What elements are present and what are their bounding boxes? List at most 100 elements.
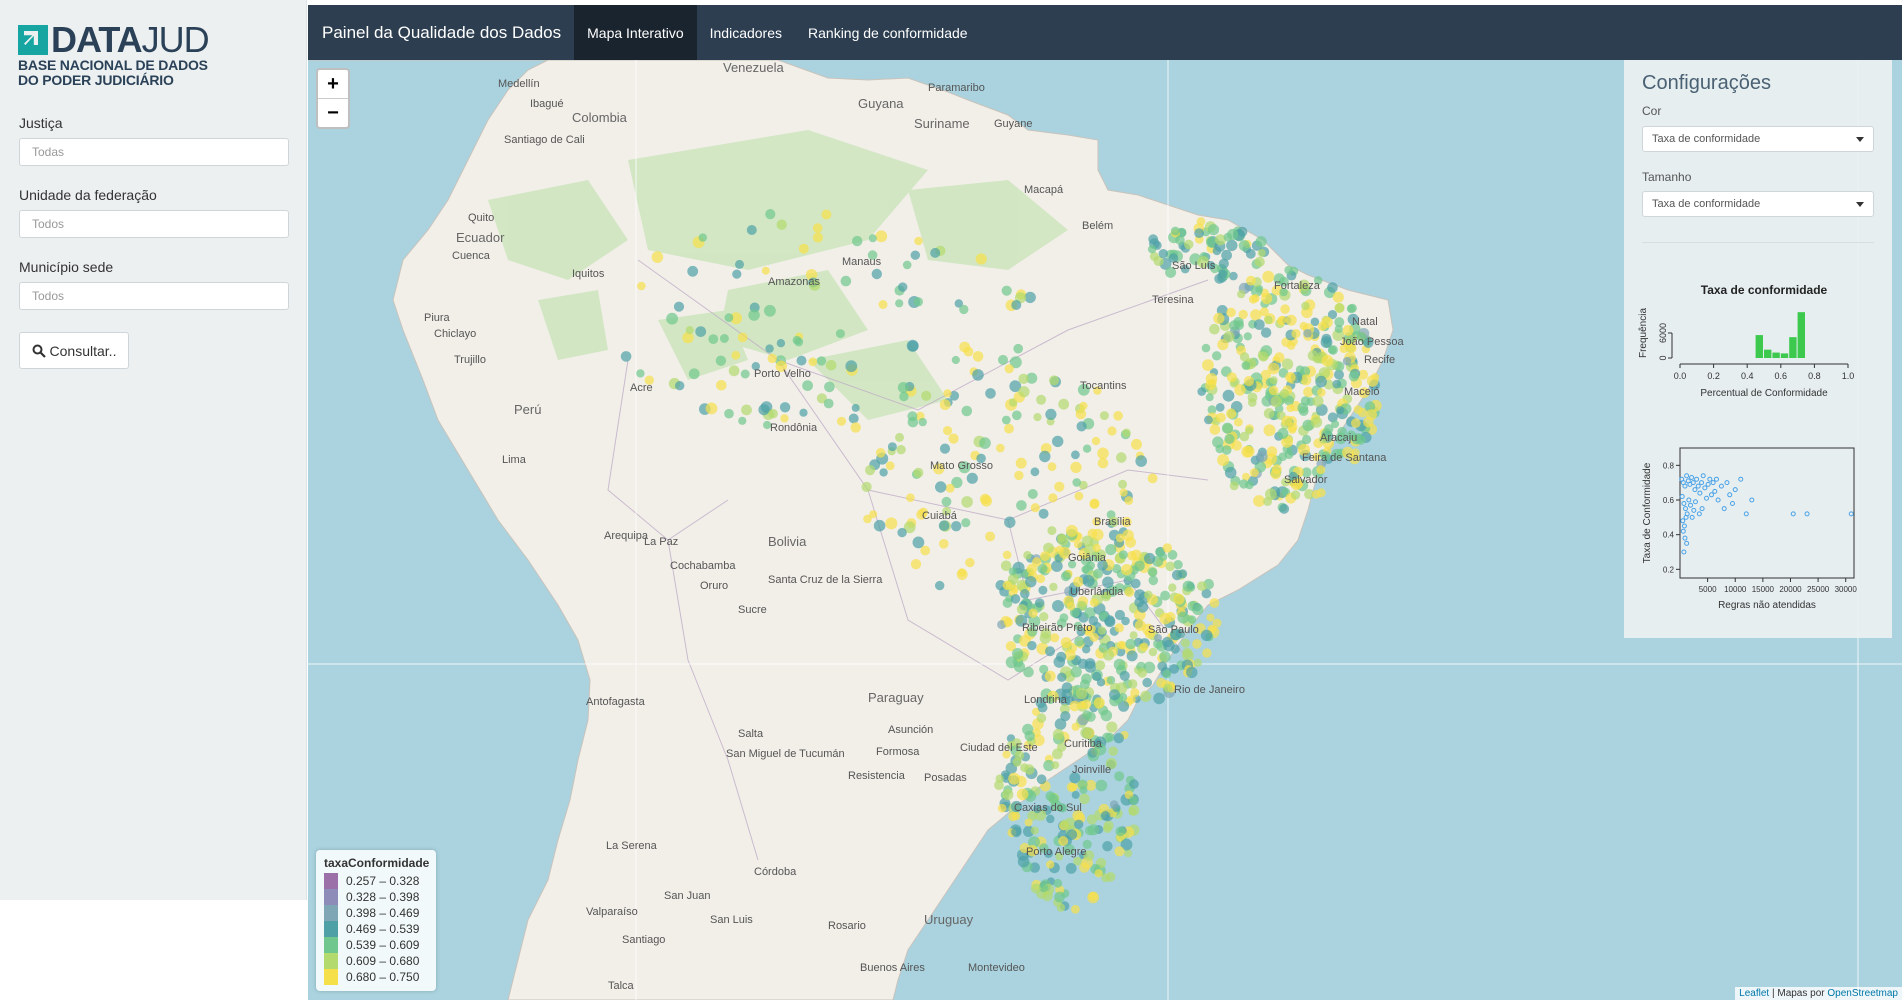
municipality-marker [1033, 734, 1045, 747]
municipality-marker [887, 442, 897, 452]
uf-select[interactable]: Todos [19, 210, 289, 238]
municipality-marker [836, 416, 847, 426]
zoom-out-button[interactable]: − [318, 98, 348, 127]
legend-item: 0.469 – 0.539 [324, 921, 428, 937]
municipality-marker [895, 299, 904, 308]
municipality-marker [867, 250, 878, 260]
city-label: Antofagasta [586, 696, 645, 708]
histogram-bar [1755, 335, 1763, 358]
municipality-marker [1257, 249, 1266, 257]
municipality-marker [863, 514, 872, 524]
municipality-marker [1114, 846, 1125, 857]
municipality-marker [1015, 614, 1028, 627]
municipality-marker [1209, 424, 1221, 435]
tab-indicadores[interactable]: Indicadores [709, 24, 783, 41]
municipality-marker [954, 299, 963, 308]
municipio-select[interactable]: Todos [19, 282, 289, 310]
justica-select[interactable]: Todas [19, 138, 289, 166]
city-label: Recife [1364, 354, 1396, 366]
scatter-point [1690, 480, 1696, 486]
map-canvas[interactable] [308, 60, 1902, 1000]
scatter-point [1712, 488, 1718, 494]
municipality-marker [1016, 500, 1027, 511]
municipality-marker [1063, 595, 1074, 607]
city-label: Aracaju [1320, 432, 1358, 444]
municipality-marker [1009, 380, 1022, 393]
scatter-point [1699, 506, 1705, 512]
municipality-marker [1154, 633, 1162, 642]
municipality-markers[interactable] [620, 209, 1382, 914]
scatter-point [1699, 480, 1705, 486]
municipality-marker [730, 312, 743, 325]
tamanho-select[interactable]: Taxa de conformidade [1642, 191, 1874, 217]
leaflet-link[interactable]: Leaflet [1739, 988, 1770, 999]
municipality-marker [1285, 314, 1297, 326]
municipality-marker [1004, 516, 1016, 528]
municipality-marker [1070, 666, 1082, 678]
scatter-point [1804, 511, 1810, 517]
municipality-marker [972, 351, 984, 362]
tab-mapa-interativo[interactable]: Mapa Interativo [574, 5, 697, 60]
city-label: Santiago [622, 934, 666, 946]
municipality-marker [1290, 490, 1301, 500]
osm-link[interactable]: OpenStreetmap [1827, 988, 1898, 999]
tab-ranking[interactable]: Ranking de conformidade [808, 24, 968, 41]
municipality-marker [1286, 404, 1295, 413]
municipality-marker [1302, 434, 1312, 445]
municipality-marker [1115, 533, 1125, 543]
municipality-marker [961, 405, 973, 417]
municipality-marker [799, 408, 808, 417]
municipality-marker [1118, 550, 1128, 560]
municipality-marker [1102, 576, 1114, 589]
municipality-marker [1080, 727, 1092, 739]
city-label: Medellín [498, 78, 540, 90]
municipality-marker [1040, 628, 1052, 639]
city-label: Maceió [1344, 386, 1380, 398]
municipality-marker [1212, 436, 1224, 448]
municipality-marker [1092, 517, 1101, 526]
municipality-marker [1316, 465, 1326, 475]
municipality-marker [1121, 616, 1130, 626]
municipality-marker [1093, 697, 1105, 709]
municipality-marker [1101, 591, 1111, 602]
municipality-marker [1118, 479, 1128, 489]
municipality-marker [1311, 490, 1321, 499]
map-legend: taxaConformidade 0.257 – 0.328 0.328 – 0.… [316, 850, 436, 991]
municipality-marker [1095, 779, 1108, 792]
municipality-marker [1058, 398, 1070, 410]
municipality-marker [1117, 640, 1126, 650]
municipality-marker [1317, 321, 1327, 331]
zoom-in-button[interactable]: + [327, 72, 339, 95]
municipality-marker [1265, 488, 1277, 501]
municipality-marker [1148, 234, 1159, 245]
municipality-marker [1012, 410, 1022, 421]
municipality-marker [1106, 721, 1118, 733]
municipality-marker [776, 219, 787, 230]
municipality-marker [1068, 782, 1078, 792]
legend-item: 0.398 – 0.469 [324, 905, 428, 921]
municipality-marker [1140, 690, 1152, 703]
city-label: Fortaleza [1274, 280, 1320, 292]
municipality-marker [1201, 588, 1212, 599]
municipality-marker [1173, 560, 1183, 570]
municipality-marker [1088, 892, 1098, 901]
municipality-marker [1030, 883, 1041, 894]
municipality-marker [1259, 307, 1269, 317]
municipality-marker [1023, 551, 1032, 560]
city-label: Arequipa [604, 530, 649, 542]
municipality-marker [1018, 386, 1030, 398]
municipality-marker [1011, 300, 1022, 310]
municipality-marker [1173, 593, 1185, 605]
municipality-marker [1114, 583, 1125, 593]
municipality-marker [1069, 700, 1080, 712]
cor-select[interactable]: Taxa de conformidade [1642, 126, 1874, 152]
municipality-marker [687, 265, 699, 277]
municipality-marker [1032, 557, 1042, 567]
municipality-marker [1064, 649, 1076, 661]
consultar-button[interactable]: Consultar.. [19, 332, 129, 369]
municipality-marker [943, 426, 953, 436]
municipality-marker [1114, 771, 1125, 782]
municipality-marker [1037, 563, 1048, 574]
city-label: Acre [630, 382, 653, 394]
municipality-marker [1054, 891, 1065, 903]
